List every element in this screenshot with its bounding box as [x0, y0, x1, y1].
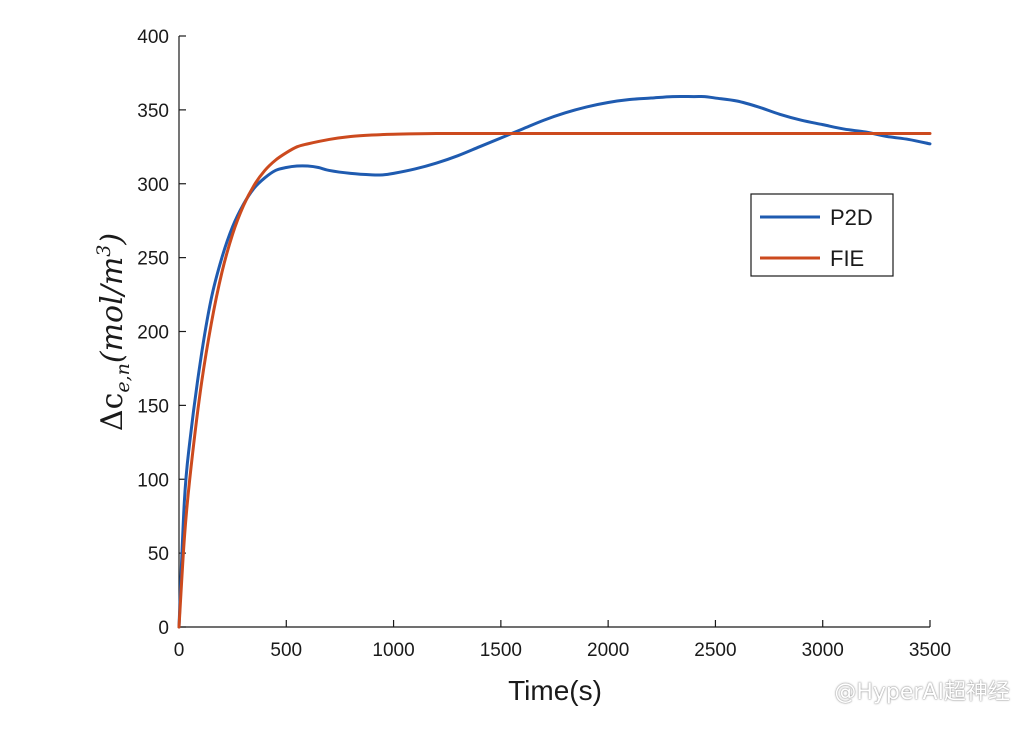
y-tick-label: 300 [137, 175, 169, 196]
tick-labels: 0 500 1000 1500 2000 2500 3000 3500 0 50 100 150 200… [137, 27, 951, 661]
x-tick-label: 1500 [480, 640, 522, 661]
y-tick-label: 200 [137, 323, 169, 344]
series-line-p2d [177, 94, 932, 629]
x-tick-label: 3000 [802, 640, 844, 661]
y-tick-label: 50 [148, 544, 169, 565]
y-axis-title-close: ) [95, 233, 130, 246]
x-axis-title: Time(s) [508, 675, 602, 706]
legend-label-p2d: P2D [830, 205, 873, 230]
x-tick-label: 500 [270, 640, 302, 661]
watermark: @HyperAI超神经 [834, 680, 1010, 705]
x-tick-label: 2000 [587, 640, 629, 661]
y-axis-title: Δce,n(mol/m3) [93, 233, 134, 431]
plot-lines [177, 94, 932, 629]
y-tick-label: 400 [137, 27, 169, 48]
x-tick-label: 3500 [909, 640, 951, 661]
y-axis-title-unit: (mol/m [95, 257, 130, 363]
svg-text:Δce,n(mol/m3): Δce,n(mol/m3) [93, 233, 134, 431]
legend: P2D FIE [750, 193, 894, 277]
axes [178, 35, 931, 628]
y-tick-label: 150 [137, 396, 169, 417]
x-tick-label: 0 [174, 640, 185, 661]
legend-label-fie: FIE [830, 246, 864, 271]
y-axis-title-subscript: e,n [112, 363, 134, 393]
y-tick-label: 0 [158, 618, 169, 639]
x-tick-label: 1000 [372, 640, 414, 661]
x-tick-label: 2500 [694, 640, 736, 661]
y-tick-label: 100 [137, 470, 169, 491]
y-tick-label: 350 [137, 101, 169, 122]
series-line-fie [177, 131, 932, 629]
legend-box [750, 193, 894, 277]
y-axis-title-main: Δc [95, 393, 130, 431]
y-axis-title-superscript: 3 [93, 245, 115, 257]
y-tick-label: 250 [137, 249, 169, 270]
